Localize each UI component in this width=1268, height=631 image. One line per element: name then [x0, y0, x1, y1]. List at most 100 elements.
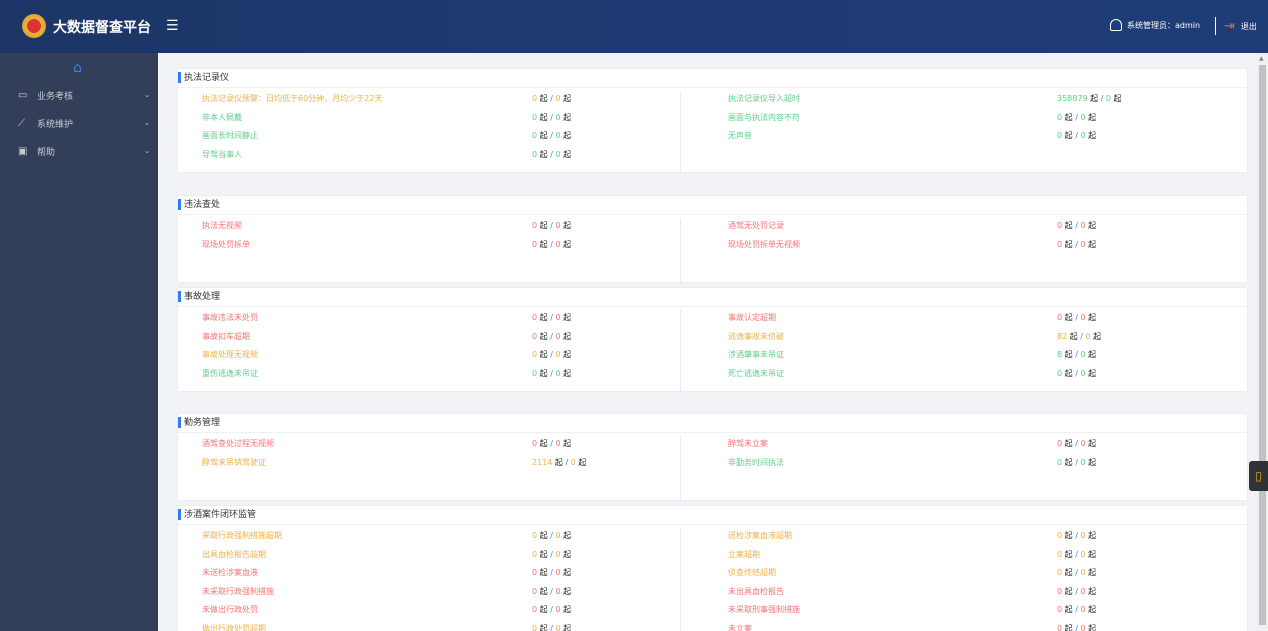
sidebar-item-business-assessment[interactable]: ▭ 业务考核 ⌄: [18, 85, 150, 105]
stat-row[interactable]: 未送检涉案血液 0 起 / 0 起: [202, 564, 622, 583]
unit: 起: [563, 221, 572, 230]
scrollbar[interactable]: ▲: [1257, 53, 1268, 631]
menu-toggle-icon[interactable]: ☰: [166, 18, 179, 34]
stat-label: 未送检涉案血液: [202, 568, 258, 577]
stat-row[interactable]: 做出行政处罚超期 0 起 / 0 起: [202, 620, 622, 631]
unit: 起: [539, 439, 548, 448]
logout-button[interactable]: ⇥ 退出: [1224, 19, 1257, 34]
stat-row[interactable]: 死亡逃逸未吊证 0 起 / 0 起: [728, 365, 1148, 384]
stat-row[interactable]: 出具血检报告超期 0 起 / 0 起: [202, 546, 622, 565]
scroll-up-icon[interactable]: ▲: [1259, 55, 1264, 62]
stat-row[interactable]: 事故扣车超期 0 起 / 0 起: [202, 328, 622, 347]
slash: /: [550, 623, 553, 631]
stat-value: 0: [1057, 131, 1063, 140]
scrollbar-thumb[interactable]: [1259, 65, 1266, 625]
stat-row[interactable]: 未出具血检报告 0 起 / 0 起: [728, 583, 1148, 602]
stat-row[interactable]: 画面长时间静止 0 起 / 0 起: [202, 127, 622, 146]
unit: 起: [539, 331, 548, 341]
unit: 起: [1064, 568, 1073, 577]
stat-value: 358879: [1057, 94, 1088, 103]
logout-icon: ⇥: [1224, 19, 1235, 34]
stat-row[interactable]: 醉驾未立案 0 起 / 0 起: [728, 435, 1148, 454]
stat-row[interactable]: 酒驾查处过程无视频 0 起 / 0 起: [202, 435, 622, 454]
unit: 起: [1088, 623, 1097, 631]
user-info[interactable]: 系统管理员：admin: [1110, 19, 1200, 31]
chevron-down-icon: ⌄: [144, 119, 150, 127]
stat-count: 0 起 / 0 起: [532, 328, 571, 347]
stat-row[interactable]: 执法记录仪导入超时 358879 起 / 0 起: [728, 90, 1148, 109]
stat-row[interactable]: 涉酒肇事未吊证 8 起 / 0 起: [728, 346, 1148, 365]
stat-count: 82 起 / 0 起: [1057, 328, 1101, 347]
home-icon[interactable]: ⌂: [73, 60, 82, 76]
stat-count: 0 起 / 0 起: [1057, 527, 1096, 546]
stat-row[interactable]: 无声音 0 起 / 0 起: [728, 127, 1148, 146]
sidebar-item-help[interactable]: ▣ 帮助 ⌄: [18, 141, 150, 161]
stat-row[interactable]: 逃逸事故未侦破 82 起 / 0 起: [728, 328, 1148, 347]
stat-count: 0 起 / 0 起: [1057, 583, 1096, 602]
stat-total: 0: [555, 568, 561, 577]
stat-row[interactable]: 重伤逃逸未吊证 0 起 / 0 起: [202, 365, 622, 384]
stat-row[interactable]: 送检涉案血液超期 0 起 / 0 起: [728, 527, 1148, 546]
stat-label: 现场处罚拆单: [202, 239, 250, 249]
slash: /: [550, 131, 553, 140]
unit: 起: [1088, 586, 1097, 596]
stat-label: 现场处罚拆单无视频: [728, 239, 800, 249]
slash: /: [550, 586, 553, 596]
unit: 起: [1064, 368, 1073, 378]
stat-label: 死亡逃逸未吊证: [728, 368, 784, 378]
column-divider: [680, 91, 681, 172]
stat-count: 0 起 / 0 起: [532, 546, 571, 565]
stat-total: 0: [555, 439, 561, 448]
stat-value: 8: [1057, 350, 1063, 359]
stat-total: 0: [1080, 131, 1086, 140]
stat-value: 0: [532, 331, 538, 341]
sidebar-item-system-maintenance[interactable]: ⟋ 系统维护 ⌄: [18, 113, 150, 133]
stat-row[interactable]: 立案超期 0 起 / 0 起: [728, 546, 1148, 565]
stat-row[interactable]: 现场处罚拆单 0 起 / 0 起: [202, 236, 622, 255]
stat-row[interactable]: 未采取行政强制措施 0 起 / 0 起: [202, 583, 622, 602]
stat-count: 2114 起 / 0 起: [532, 454, 586, 473]
stat-row[interactable]: 醉驾未吊销驾驶证 2114 起 / 0 起: [202, 454, 622, 473]
stat-row[interactable]: 未采取刑事强制措施 0 起 / 0 起: [728, 601, 1148, 620]
stat-row[interactable]: 事故认定超期 0 起 / 0 起: [728, 309, 1148, 328]
stat-count: 0 起 / 0 起: [1057, 127, 1096, 146]
unit: 起: [563, 439, 572, 448]
stat-row[interactable]: 非本人佩戴 0 起 / 0 起: [202, 109, 622, 128]
stat-row[interactable]: 画面与执法内容不符 0 起 / 0 起: [728, 109, 1148, 128]
stat-count: 0 起 / 0 起: [1057, 309, 1096, 328]
unit: 起: [1064, 313, 1073, 322]
stat-value: 0: [532, 239, 538, 249]
usb-icon[interactable]: ▯: [1249, 461, 1268, 491]
stat-row[interactable]: 非勤务时间执法 0 起 / 0 起: [728, 454, 1148, 473]
stat-value: 0: [532, 350, 538, 359]
stat-row[interactable]: 酒驾无处罚记录 0 起 / 0 起: [728, 217, 1148, 236]
unit: 起: [563, 94, 572, 103]
stat-row[interactable]: 执法无视频 0 起 / 0 起: [202, 217, 622, 236]
stat-total: 0: [1080, 457, 1086, 467]
chevron-down-icon: ⌄: [144, 147, 150, 155]
unit: 起: [1064, 586, 1073, 596]
stat-row[interactable]: 导驾当事人 0 起 / 0 起: [202, 146, 622, 165]
stat-row[interactable]: 侦查终结超期 0 起 / 0 起: [728, 564, 1148, 583]
stat-row[interactable]: 现场处罚拆单无视频 0 起 / 0 起: [728, 236, 1148, 255]
stat-row[interactable]: 未做出行政处罚 0 起 / 0 起: [202, 601, 622, 620]
stat-row[interactable]: 事故处理无视频 0 起 / 0 起: [202, 346, 622, 365]
stat-count: 0 起 / 0 起: [532, 90, 571, 109]
stat-row[interactable]: 事故违法未处罚 0 起 / 0 起: [202, 309, 622, 328]
stat-row[interactable]: 执法记录仪预警：日均低于60分钟，月均少于22天 0 起 / 0 起: [202, 90, 622, 109]
column-divider: [680, 528, 681, 631]
stat-value: 0: [1057, 221, 1063, 230]
stat-total: 0: [1080, 605, 1086, 614]
stat-count: 0 起 / 0 起: [532, 620, 571, 631]
stat-label: 酒驾查处过程无视频: [202, 439, 274, 448]
stat-label: 重伤逃逸未吊证: [202, 368, 258, 378]
slash: /: [1080, 331, 1083, 341]
stat-label: 醉驾未立案: [728, 439, 768, 448]
stat-label: 出具血检报告超期: [202, 549, 266, 559]
stat-count: 358879 起 / 0 起: [1057, 90, 1122, 109]
unit: 起: [1088, 239, 1097, 249]
stat-value: 0: [532, 313, 538, 322]
stat-row[interactable]: 采取行政强制措施超期 0 起 / 0 起: [202, 527, 622, 546]
unit: 起: [539, 605, 548, 614]
stat-row[interactable]: 未立案 0 起 / 0 起: [728, 620, 1148, 631]
